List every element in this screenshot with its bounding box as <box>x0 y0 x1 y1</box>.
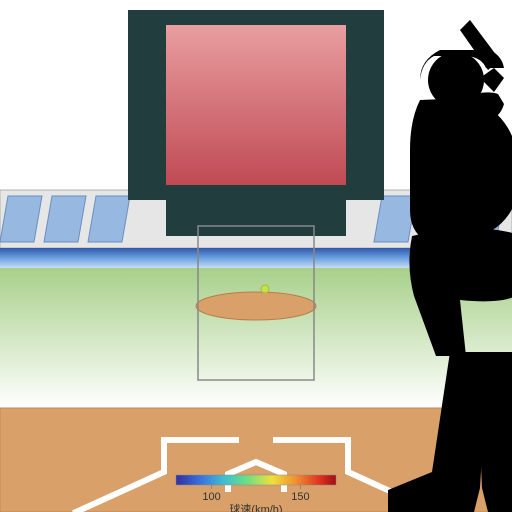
pitchers-mound <box>196 292 316 320</box>
svg-text:150: 150 <box>291 491 309 503</box>
scoreboard-screen <box>166 25 346 185</box>
pitch-markers <box>261 285 269 293</box>
pitch-chart: 100 150 球速(km/h) <box>0 0 512 512</box>
svg-text:100: 100 <box>202 491 220 503</box>
scoreboard <box>128 10 384 236</box>
colorbar-label: 球速(km/h) <box>229 502 282 512</box>
